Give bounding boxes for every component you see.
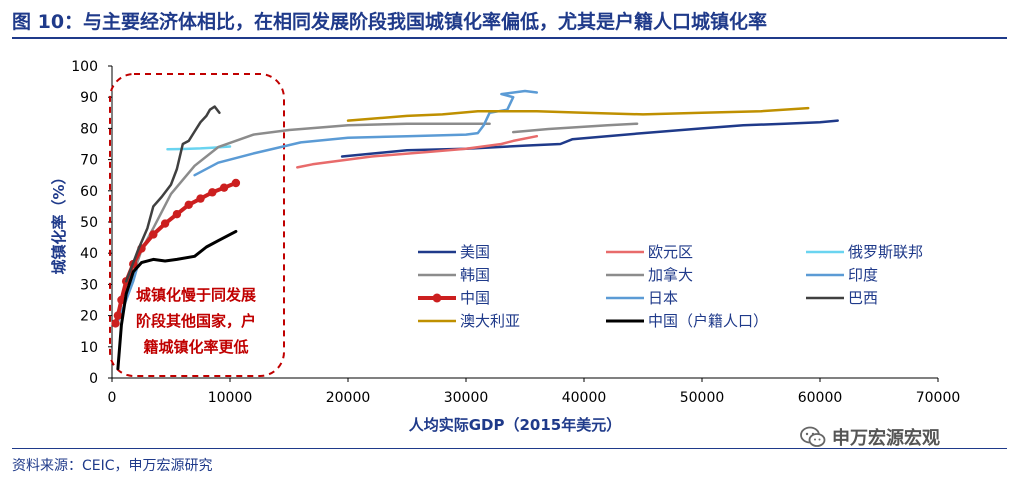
legend-label: 韩国: [460, 266, 490, 284]
urbanization-chart: 0 10 20 30 40 50 60 70 80 90 100 0 10000 20000 30000 40…: [50, 59, 961, 434]
series-line-10: [116, 229, 238, 371]
x-tick-label: 50000: [680, 390, 725, 406]
x-tick-label: 20000: [326, 390, 371, 406]
wechat-icon: [800, 426, 826, 447]
y-tick-label: 40: [80, 246, 98, 262]
y-axis-label: 城镇化率（%）: [50, 169, 68, 274]
source-divider: [12, 448, 1007, 449]
x-tick-label: 30000: [444, 390, 489, 406]
series-line-9: [346, 106, 810, 122]
series-point: [231, 178, 241, 188]
annotation-text: 籍城镇化率更低: [143, 338, 248, 356]
x-tick-label: 40000: [562, 390, 607, 406]
y-tick-label: 10: [80, 340, 98, 356]
y-tick-label: 80: [80, 121, 98, 137]
watermark: 申万宏源宏观: [800, 424, 940, 450]
series-line-7: [193, 89, 539, 177]
legend-label: 印度: [848, 266, 878, 284]
page-title: 图 10：与主要经济体相比，在相同发展阶段我国城镇化率偏低，尤其是户籍人口城镇化…: [12, 11, 768, 33]
legend-label: 中国（户籍人口）: [648, 312, 768, 330]
x-tick-label: 70000: [916, 390, 961, 406]
x-axis-label: 人均实际GDP（2015年美元）: [409, 416, 622, 434]
y-tick-label: 0: [89, 371, 98, 387]
series-point: [113, 311, 123, 320]
legend-label: 澳大利亚: [460, 312, 520, 330]
legend-marker: [432, 293, 442, 303]
x-tick-label: 60000: [798, 390, 843, 406]
series-point: [219, 183, 229, 192]
title-divider: [12, 37, 1007, 39]
series-point: [149, 230, 158, 239]
y-tick-label: 70: [80, 153, 98, 169]
series-point: [160, 219, 170, 228]
y-tick-label: 30: [80, 277, 98, 293]
legend-label: 欧元区: [648, 243, 693, 261]
y-tick-label: 20: [80, 309, 98, 325]
series-line-4: [511, 122, 639, 134]
legend-label: 日本: [648, 289, 678, 307]
series-point: [196, 194, 205, 203]
series-point: [184, 200, 193, 210]
annotation-box: [109, 73, 285, 377]
series-point: [111, 319, 120, 328]
watermark-text: 申万宏源宏观: [832, 428, 940, 449]
source-note: 资料来源：CEIC，申万宏源研究: [12, 458, 213, 474]
legend-label: 中国: [460, 289, 490, 307]
series-line-8: [124, 105, 221, 283]
legend-label: 美国: [460, 243, 490, 261]
annotation-text: 城镇化慢于同发展: [136, 286, 256, 304]
legend-label: 巴西: [848, 289, 878, 307]
series-point: [172, 210, 182, 219]
series-point: [208, 188, 217, 197]
y-tick-label: 50: [80, 215, 98, 231]
y-tick-label: 90: [80, 90, 98, 106]
legend-label: 加拿大: [648, 266, 693, 284]
legend-label: 俄罗斯联邦: [848, 243, 923, 261]
y-tick-label: 60: [80, 184, 98, 200]
x-tick-label: 10000: [208, 390, 253, 406]
series-line-1: [296, 134, 539, 169]
x-tick-label: 0: [108, 390, 117, 406]
y-tick-label: 100: [71, 59, 98, 75]
annotation-text: 阶段其他国家，户: [136, 312, 256, 330]
